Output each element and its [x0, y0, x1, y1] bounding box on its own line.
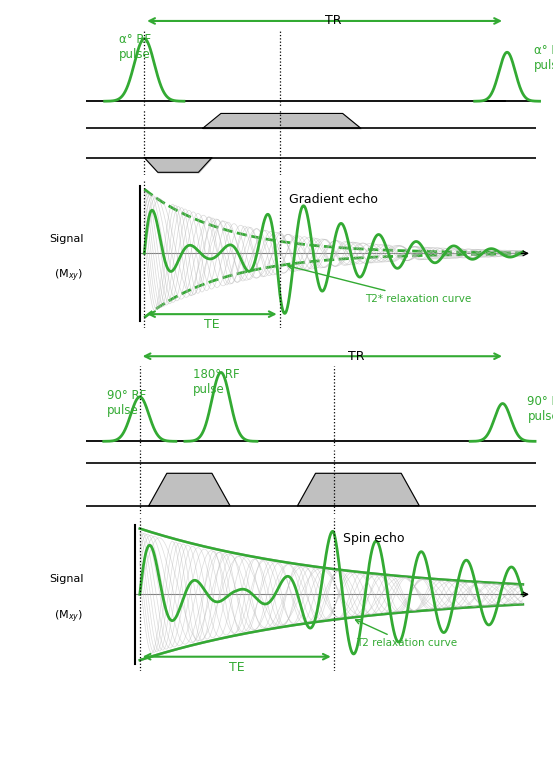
Text: TE: TE — [204, 319, 220, 331]
Text: T2 relaxation curve: T2 relaxation curve — [356, 620, 457, 648]
Polygon shape — [298, 473, 419, 506]
Text: TR: TR — [348, 350, 364, 363]
Text: T2* relaxation curve: T2* relaxation curve — [288, 265, 471, 304]
Text: TR: TR — [325, 14, 342, 27]
Text: 90° RF
pulse: 90° RF pulse — [107, 389, 146, 417]
Text: 180° RF
pulse: 180° RF pulse — [193, 368, 240, 396]
Text: (M$_{xy}$): (M$_{xy}$) — [54, 609, 84, 626]
Text: α° RF
pulse: α° RF pulse — [119, 34, 152, 61]
Text: (M$_{xy}$): (M$_{xy}$) — [54, 267, 84, 284]
Text: Gradient echo: Gradient echo — [289, 193, 377, 206]
Text: Signal: Signal — [49, 574, 84, 584]
Text: 90° RF
pulse: 90° RF pulse — [528, 395, 553, 423]
Text: Signal: Signal — [49, 233, 84, 244]
Text: Spin echo: Spin echo — [343, 532, 404, 545]
Text: TE: TE — [229, 661, 244, 674]
Polygon shape — [149, 473, 230, 506]
Text: α° RF
pulse: α° RF pulse — [534, 44, 553, 72]
